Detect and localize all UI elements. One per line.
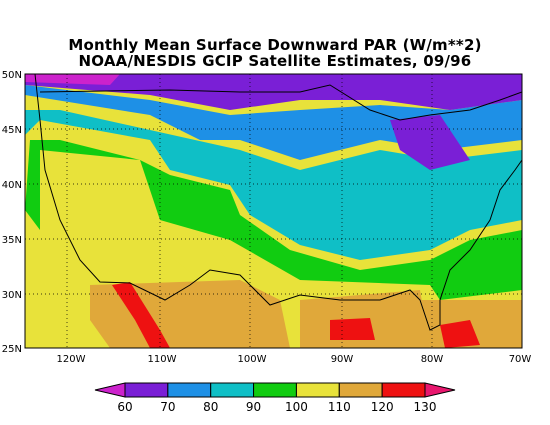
green-band-100 [25, 140, 522, 300]
colorbar-tick-label: 110 [328, 400, 351, 414]
colorbar-swatch [253, 382, 297, 398]
map-frame [24, 73, 523, 349]
mexico-band-120 [90, 280, 290, 348]
map-title: Monthly Mean Surface Downward PAR (W/m**… [68, 36, 482, 54]
magenta-patch-60 [25, 74, 120, 85]
colorbar-tick-label: 90 [246, 400, 261, 414]
colorbar-swatch [338, 382, 383, 398]
lat-label-50n: 50N [2, 70, 22, 81]
colorbar-swatch [124, 382, 169, 398]
colorbar-swatch [381, 382, 426, 398]
pacific-band-110 [25, 74, 60, 348]
lat-axis: 50N 45N 40N 35N 30N 25N [2, 70, 22, 355]
west-band-110 [40, 180, 240, 280]
colorbar-tick-label: 80 [203, 400, 218, 414]
colorbar-tick-label: 100 [285, 400, 308, 414]
colorbar-tick-label: 130 [414, 400, 437, 414]
graticule [25, 74, 522, 348]
lon-label-90w: 90W [331, 354, 354, 365]
boundaries [34, 74, 522, 331]
map-subtitle: NOAA/NESDIS GCIP Satellite Estimates, 09… [78, 52, 472, 70]
colorbar: 60 70 80 90 100 110 120 130 [94, 382, 456, 414]
lon-label-80w: 80W [421, 354, 444, 365]
baja-band-130 [112, 282, 170, 348]
lat-label-40n: 40N [2, 180, 22, 191]
par-field [25, 74, 522, 348]
lon-label-110w: 110W [148, 354, 177, 365]
greatlakes-band-70 [390, 115, 470, 170]
lat-label-35n: 35N [2, 235, 22, 246]
colorbar-swatch [424, 382, 456, 398]
colorbar-swatch [167, 382, 212, 398]
lat-label-30n: 30N [2, 290, 22, 301]
colorbar-swatch [210, 382, 255, 398]
colorbar-tick-label: 70 [160, 400, 175, 414]
lon-label-100w: 100W [238, 354, 267, 365]
lat-label-45n: 45N [2, 125, 22, 136]
colorbar-swatch [295, 382, 340, 398]
gulf-spot-130 [330, 318, 375, 340]
colorbar-tick-label: 60 [117, 400, 132, 414]
lon-axis: 120W 110W 100W 90W 80W 70W [57, 354, 532, 365]
lon-label-70w: 70W [509, 354, 532, 365]
colorbar-swatch [94, 382, 126, 398]
cyan-band-90 [25, 110, 522, 260]
bahamas-band-130 [440, 320, 480, 348]
lat-label-25n: 25N [2, 344, 22, 355]
colorbar-tick-label: 120 [371, 400, 394, 414]
lon-label-120w: 120W [57, 354, 86, 365]
